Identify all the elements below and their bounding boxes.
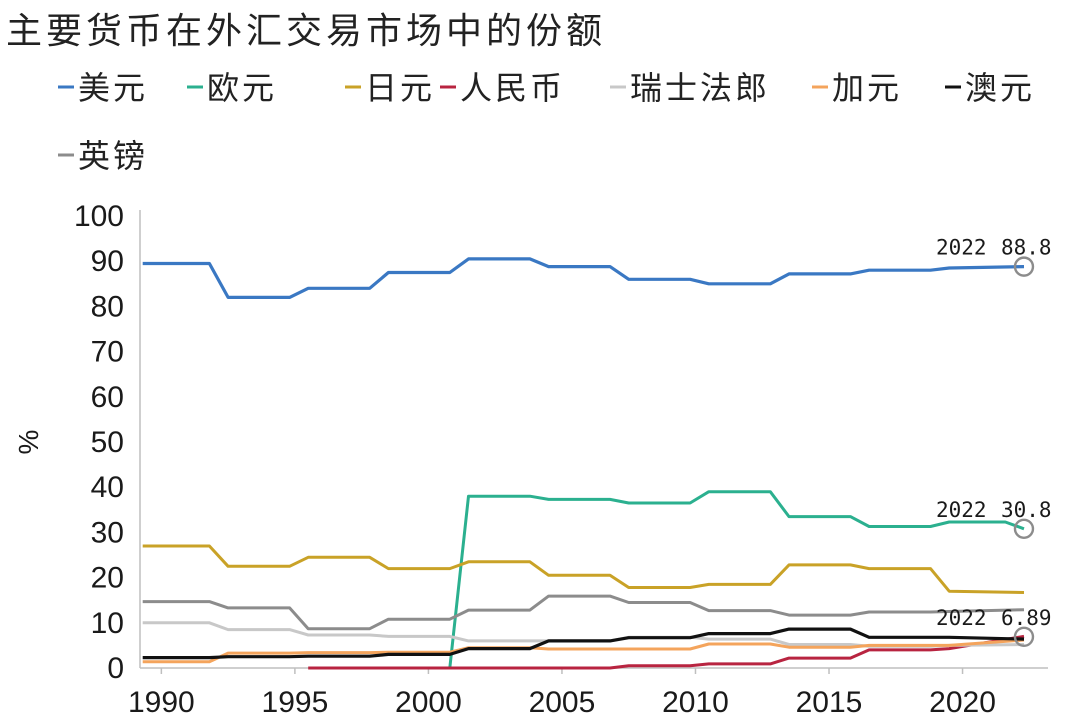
y-tick-label: 10 (91, 607, 124, 640)
y-tick-label: 50 (91, 426, 124, 459)
x-tick-label: 2010 (662, 686, 729, 719)
series-line (308, 634, 1025, 670)
y-tick-label: 60 (91, 381, 124, 414)
series-line (142, 627, 1025, 660)
annotation-marker (1013, 256, 1035, 277)
x-tick-label: 2020 (929, 686, 996, 719)
y-tick-label: 90 (91, 245, 124, 278)
annotation-value: 88.8 (1001, 236, 1052, 260)
series-line (142, 594, 1025, 631)
legend-label: 欧元 (207, 69, 277, 107)
y-axis-label: % (13, 430, 44, 455)
y-tick-label: 70 (91, 336, 124, 369)
y-tick-label: 0 (107, 652, 124, 685)
chart-title: 主要货币在外汇交易市场中的份额 (6, 11, 607, 52)
x-tick-label: 2015 (796, 686, 863, 719)
x-tick-label: 2005 (529, 686, 596, 719)
series-line (448, 490, 1025, 669)
legend-label: 日元 (365, 69, 435, 107)
y-tick-label: 100 (74, 200, 124, 233)
x-tick-label: 1990 (128, 686, 195, 719)
series-line (142, 621, 1025, 648)
annotation-year: 2022 (936, 236, 987, 260)
x-tick-label: 2000 (395, 686, 462, 719)
x-tick-label: 1995 (262, 686, 329, 719)
series-line (142, 257, 1025, 299)
legend-label: 人民币 (460, 69, 565, 107)
y-tick-label: 20 (91, 562, 124, 595)
legend-label: 美元 (78, 69, 148, 107)
legend-label: 英镑 (78, 137, 148, 175)
legend-label: 加元 (832, 69, 902, 107)
annotation-year: 2022 (936, 606, 987, 630)
annotation-marker (1013, 518, 1035, 539)
y-tick-label: 40 (91, 471, 124, 504)
series-lines (142, 257, 1025, 670)
series-line (142, 638, 1025, 664)
legend-label: 澳元 (965, 69, 1035, 107)
legend-label: 瑞士法郎 (630, 69, 770, 107)
y-tick-label: 80 (91, 290, 124, 323)
annotation-year: 2022 (936, 498, 987, 522)
series-line (142, 544, 1025, 594)
annotation-value: 30.8 (1001, 498, 1052, 522)
annotations: 2022 88.8 2022 30.8 2022 6.89 (936, 236, 1052, 648)
y-tick-label: 30 (91, 516, 124, 549)
annotation-value: 6.89 (1001, 606, 1052, 630)
annotation-marker (1013, 626, 1035, 648)
